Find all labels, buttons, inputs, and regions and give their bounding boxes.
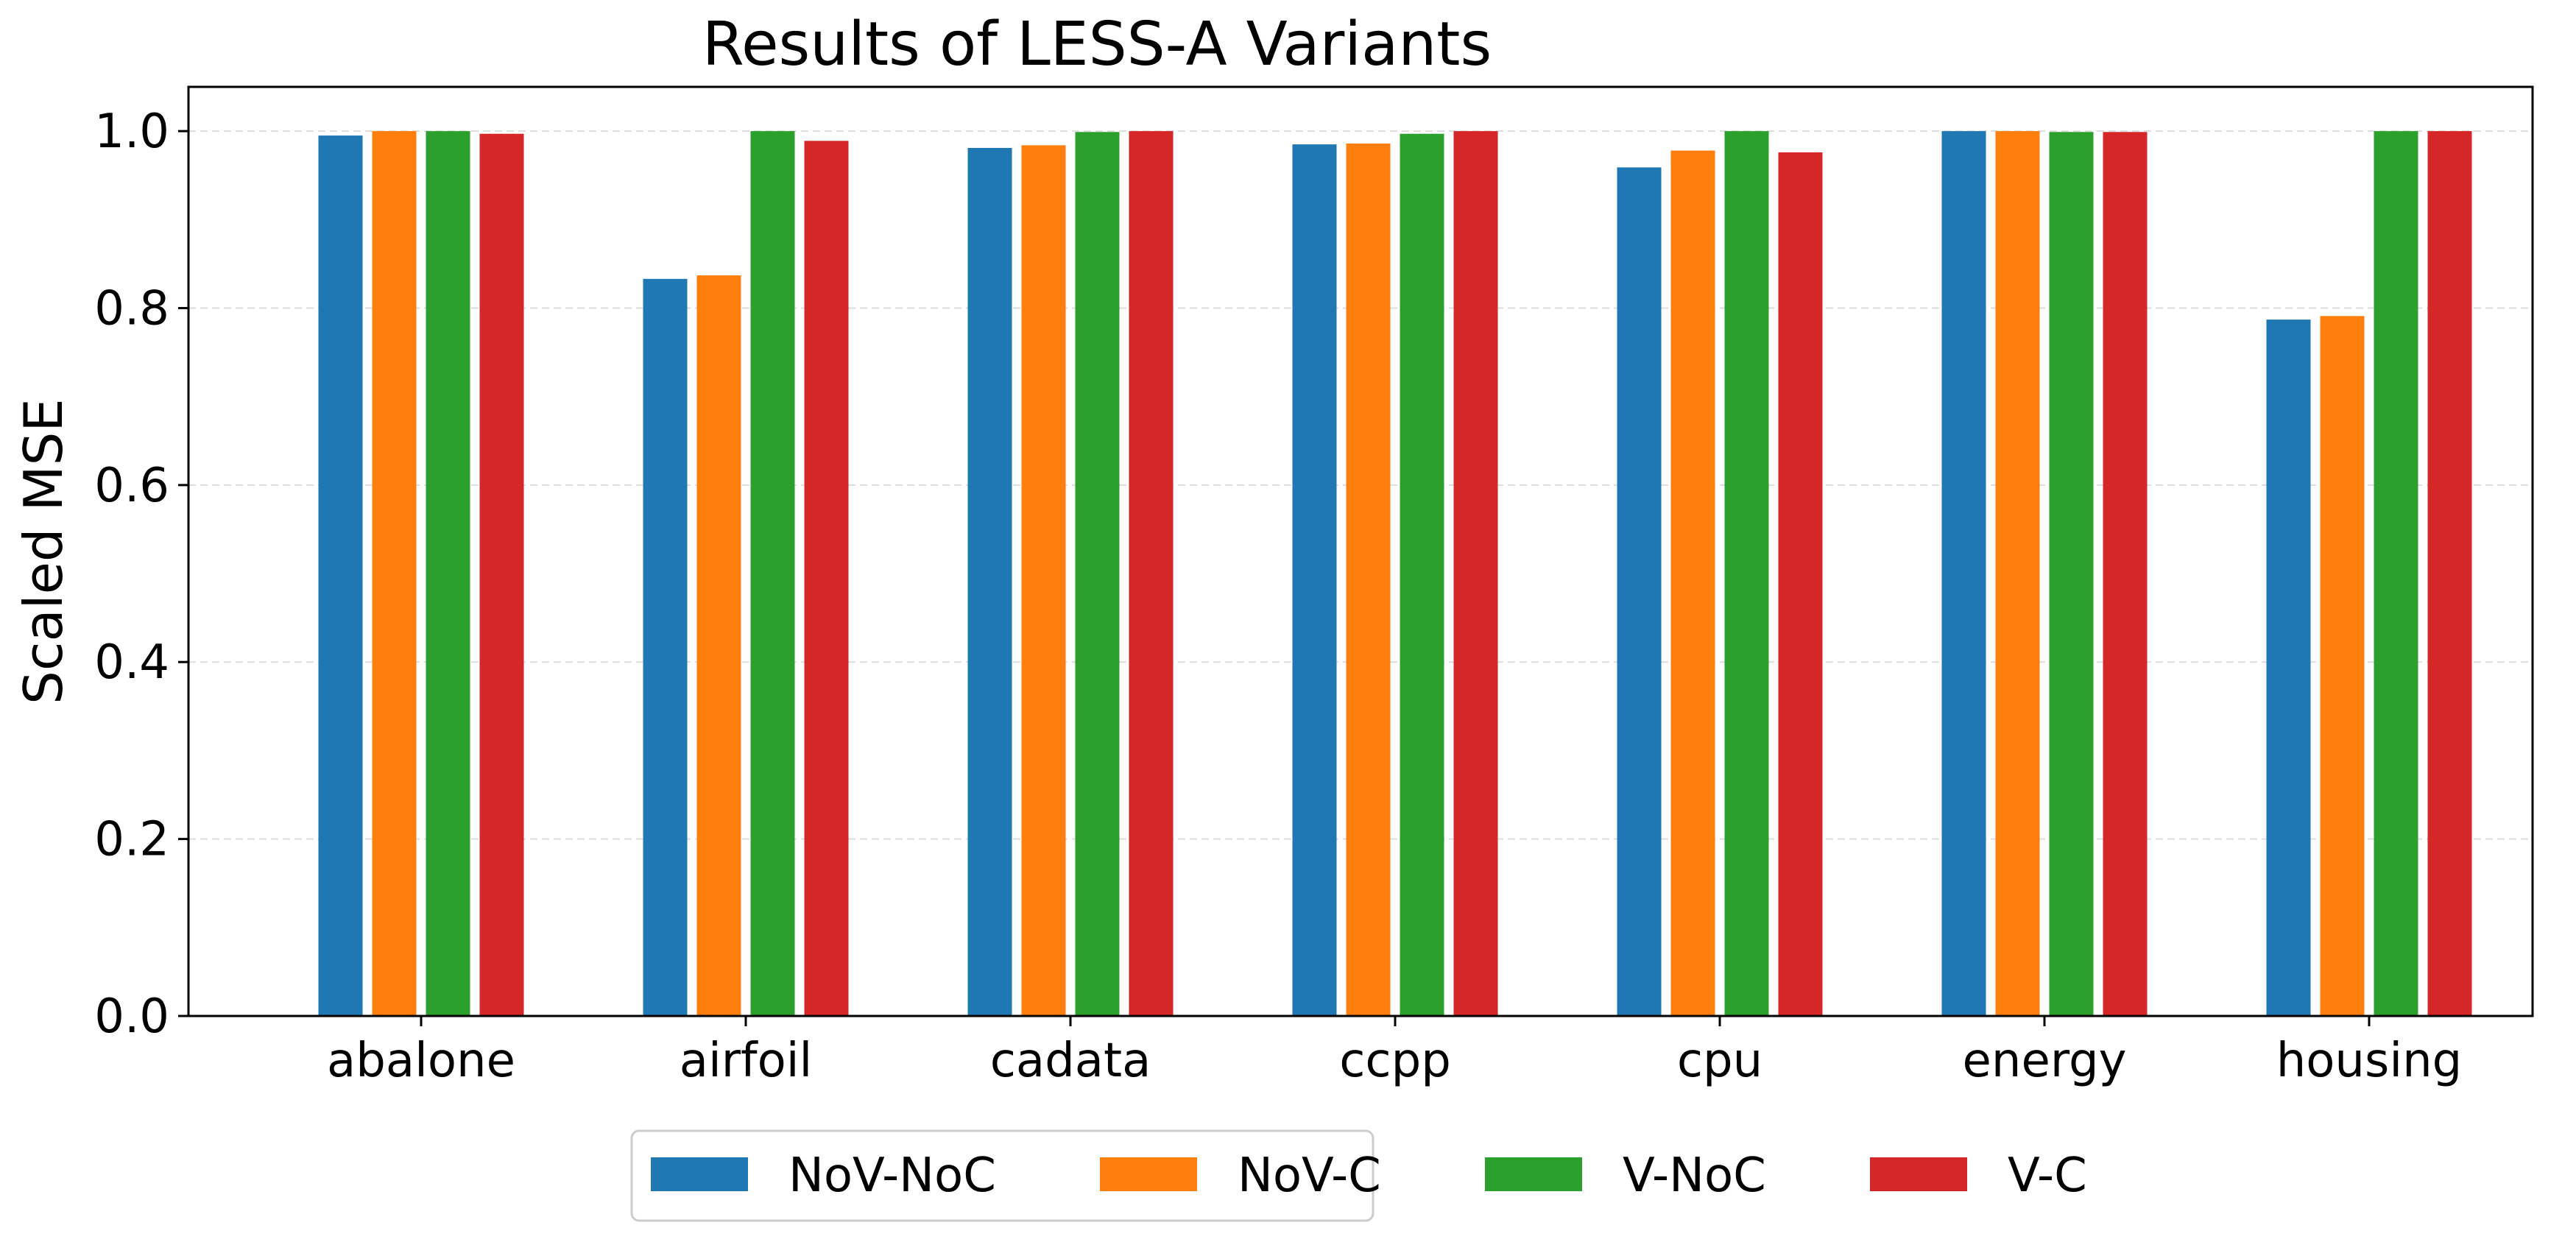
legend-frame: [630, 1129, 1375, 1222]
y-tick-label: 0.2: [94, 813, 169, 867]
y-tick-label: 1.0: [94, 105, 169, 159]
x-tick-label: abalone: [327, 1034, 515, 1088]
legend-label-nov-noc: NoV-NoC: [788, 1149, 996, 1203]
bar-nov-c-ccpp: [1346, 143, 1391, 1017]
bar-v-noc-ccpp: [1400, 133, 1444, 1017]
legend-swatch-v-noc: [1485, 1157, 1582, 1191]
chart-title: Results of LESS-A Variants: [702, 10, 1492, 80]
bar-v-c-airfoil: [804, 141, 849, 1017]
bar-nov-c-housing: [2320, 316, 2365, 1016]
x-tick-label: cpu: [1677, 1034, 1762, 1088]
bar-nov-noc-abalone: [318, 135, 363, 1017]
bar-nov-c-energy: [1995, 131, 2040, 1017]
bar-v-c-housing: [2427, 131, 2472, 1017]
bar-v-c-cpu: [1778, 152, 1823, 1017]
x-tick-label: energy: [1963, 1034, 2127, 1088]
legend-swatch-v-c: [1870, 1157, 1967, 1191]
bar-v-noc-housing: [2374, 131, 2418, 1017]
legend-swatch-nov-noc: [651, 1157, 748, 1191]
x-tick-label: cadata: [990, 1034, 1151, 1088]
y-tick-label: 0.0: [94, 989, 169, 1044]
bar-v-c-ccpp: [1453, 131, 1498, 1017]
bar-v-c-energy: [2103, 132, 2148, 1017]
plot-frame: [187, 85, 2534, 1017]
bar-nov-noc-ccpp: [1292, 144, 1337, 1017]
legend-label-v-c: V-C: [2008, 1149, 2087, 1203]
bar-nov-noc-airfoil: [643, 278, 688, 1016]
bar-v-c-abalone: [479, 133, 524, 1017]
x-tick-label: airfoil: [680, 1034, 813, 1088]
y-tick-label: 0.6: [94, 459, 169, 513]
bar-v-noc-abalone: [426, 131, 470, 1017]
bars: [318, 131, 2472, 1017]
bar-v-noc-energy: [2049, 132, 2094, 1017]
y-tick-label: 0.8: [94, 281, 169, 336]
x-tick-label: ccpp: [1339, 1034, 1451, 1088]
legend-label-nov-c: NoV-C: [1238, 1149, 1381, 1203]
legend: NoV-NoC NoV-C V-NoC V-C: [630, 1129, 2087, 1222]
bar-nov-c-cadata: [1021, 145, 1066, 1017]
legend-swatch-nov-c: [1100, 1157, 1197, 1191]
x-tick-label: housing: [2276, 1034, 2463, 1088]
bar-nov-c-abalone: [372, 131, 417, 1017]
bar-v-noc-cpu: [1724, 131, 1769, 1017]
bar-v-noc-cadata: [1075, 132, 1120, 1017]
bar-nov-noc-housing: [2266, 320, 2311, 1016]
bar-nov-noc-cadata: [967, 147, 1012, 1017]
bar-nov-noc-cpu: [1617, 167, 1662, 1017]
bar-nov-noc-energy: [1941, 131, 1986, 1017]
bar-v-noc-airfoil: [750, 131, 795, 1017]
bar-v-c-cadata: [1129, 131, 1174, 1017]
y-axis-label: Scaled MSE: [13, 398, 74, 705]
bar-nov-c-cpu: [1670, 150, 1715, 1017]
bar-nov-c-airfoil: [696, 275, 741, 1016]
y-tick-label: 0.4: [94, 635, 169, 690]
x-axis-ticks: abalone airfoil cadata ccpp cpu energy housing: [327, 1016, 2462, 1088]
y-axis-ticks: 0.0 0.2 0.4 0.6 0.8 1.0: [94, 105, 188, 1044]
legend-label-v-noc: V-NoC: [1623, 1149, 1766, 1203]
